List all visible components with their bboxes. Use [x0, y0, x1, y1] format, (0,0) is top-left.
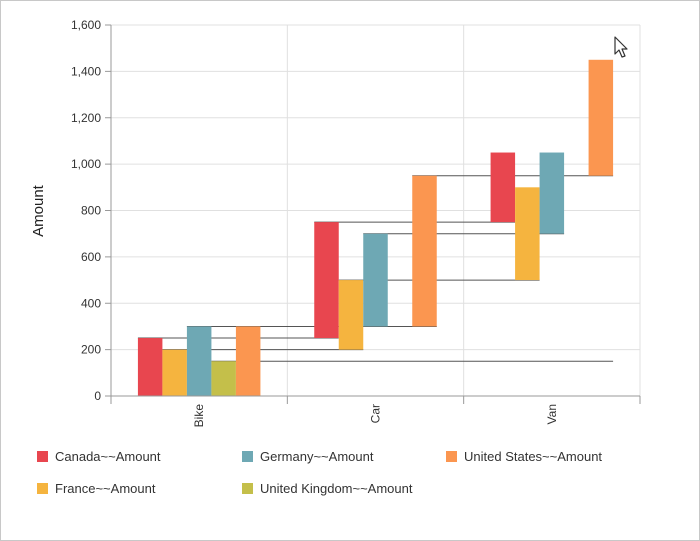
bar-canada-bike	[137, 338, 163, 396]
y-tick-label: 200	[81, 343, 101, 357]
y-tick-label: 1,200	[71, 111, 101, 125]
bar-france-bike	[162, 349, 187, 396]
legend-label: United Kingdom~~Amount	[260, 481, 413, 496]
legend-label: France~~Amount	[55, 481, 156, 496]
bar-united-states-bike	[235, 326, 261, 396]
y-axis-label: Amount	[30, 184, 47, 237]
y-tick-label: 400	[81, 296, 101, 310]
bar-united-kingdom-bike	[211, 361, 236, 396]
y-tick-label: 1,000	[71, 157, 101, 171]
legend-swatch	[37, 483, 48, 494]
legend-swatch	[242, 483, 253, 494]
legend-swatch	[37, 451, 48, 462]
legend-swatch	[446, 451, 457, 462]
y-tick-label: 1,400	[71, 64, 101, 78]
bar-germany-van	[539, 152, 565, 234]
x-tick-label: Car	[369, 404, 383, 423]
bar-canada-van	[490, 152, 516, 223]
legend-item-united-kingdom[interactable]: United Kingdom~~Amount	[242, 481, 412, 496]
y-tick-label: 600	[81, 250, 101, 264]
bar-canada-car	[314, 222, 339, 339]
legend-item-germany[interactable]: Germany~~Amount	[242, 449, 373, 464]
y-tick-label: 800	[81, 204, 101, 218]
x-tick-label: Van	[545, 404, 559, 424]
bars-layer	[137, 59, 614, 396]
legend-label: Canada~~Amount	[55, 449, 161, 464]
mouse-pointer-icon	[614, 36, 628, 58]
legend-swatch	[242, 451, 253, 462]
bar-united-states-car	[412, 175, 437, 327]
legend-item-france[interactable]: France~~Amount	[37, 481, 155, 496]
axes-layer: 0 200 400 600 800 1,000 1,200 1,400 1,600 Bike Car…	[71, 18, 641, 428]
legend-label: Germany~~Amount	[260, 449, 374, 464]
legend-item-united-states[interactable]: United States~~Amount	[446, 449, 602, 464]
legend-item-canada[interactable]: Canada~~Amount	[37, 449, 161, 464]
bar-germany-car	[363, 233, 388, 327]
bar-germany-bike	[186, 326, 212, 396]
y-tick-label: 1,600	[71, 18, 101, 32]
x-tick-label: Bike	[192, 404, 206, 428]
legend-label: United States~~Amount	[464, 449, 603, 464]
waterfall-chart: 0 200 400 600 800 1,000 1,200 1,400 1,600 Bike Car…	[30, 18, 641, 428]
bar-france-van	[515, 187, 540, 281]
grid-layer	[111, 24, 641, 396]
bar-united-states-van	[588, 59, 614, 176]
bar-france-car	[338, 280, 364, 350]
y-tick-label: 0	[94, 389, 101, 403]
